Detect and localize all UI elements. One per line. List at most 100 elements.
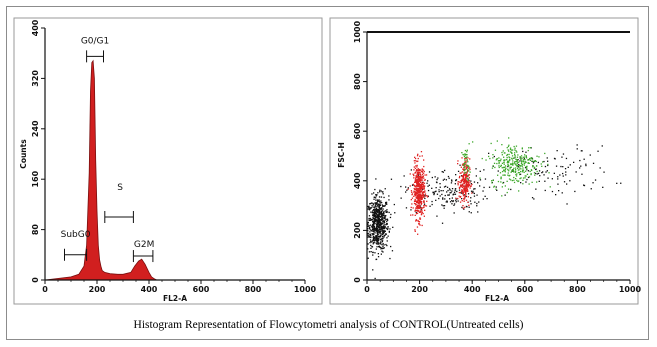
scatter-point bbox=[513, 162, 516, 164]
scatter-point bbox=[541, 172, 543, 174]
scatter-point bbox=[520, 162, 523, 164]
scatter-point bbox=[419, 176, 421, 178]
scatter-point bbox=[521, 158, 523, 160]
scatter-point bbox=[427, 195, 429, 197]
scatter-point bbox=[387, 227, 389, 229]
scatter-point bbox=[416, 210, 419, 212]
scatter-point bbox=[468, 211, 470, 213]
scatter-point bbox=[458, 177, 461, 179]
scatter-point bbox=[383, 224, 385, 226]
scatter-point bbox=[524, 175, 526, 177]
scatter-point bbox=[383, 235, 385, 237]
scatter-point bbox=[370, 218, 372, 221]
scatter-point bbox=[442, 190, 444, 192]
scatter-point bbox=[461, 152, 463, 154]
scatter-point bbox=[459, 164, 461, 166]
scatter-point bbox=[566, 203, 568, 205]
scatter-point bbox=[525, 151, 527, 153]
scatter-point bbox=[465, 199, 468, 201]
scatter-point bbox=[380, 234, 382, 237]
scatter-point bbox=[520, 168, 522, 170]
scatter-point bbox=[446, 201, 448, 203]
scatter-point bbox=[465, 163, 467, 166]
scatter-point bbox=[439, 195, 441, 197]
scatter-point bbox=[469, 171, 471, 173]
scatter-point bbox=[434, 176, 436, 178]
scatter-point bbox=[379, 210, 381, 212]
scatter-point bbox=[500, 181, 502, 183]
scatter-point bbox=[377, 241, 379, 244]
scatter-point bbox=[418, 191, 420, 193]
scatter-point bbox=[374, 216, 376, 218]
scatter-point bbox=[375, 219, 377, 221]
scatter-point bbox=[458, 187, 461, 189]
scatter-point bbox=[466, 164, 468, 167]
scatter-point bbox=[497, 160, 500, 162]
scatter-point bbox=[467, 179, 469, 182]
scatter-point bbox=[453, 212, 455, 214]
scatter-point bbox=[410, 199, 412, 201]
scatter-point bbox=[375, 178, 377, 180]
scatter-point bbox=[418, 177, 421, 180]
scatter-point bbox=[374, 230, 376, 232]
scatter-point bbox=[465, 171, 467, 173]
scatter-point bbox=[374, 214, 376, 216]
scatter-point bbox=[374, 212, 376, 214]
scatter-point bbox=[502, 181, 505, 184]
scatter-point bbox=[372, 210, 374, 212]
scatter-point bbox=[371, 218, 373, 221]
scatter-point bbox=[467, 178, 469, 180]
scatter-point bbox=[380, 211, 382, 213]
scatter-point bbox=[409, 173, 411, 175]
scatter-point bbox=[455, 199, 457, 201]
scatter-point bbox=[420, 195, 422, 197]
scatter-point bbox=[419, 180, 421, 182]
scatter-point bbox=[581, 150, 583, 152]
scatter-point bbox=[472, 141, 474, 143]
scatter-point bbox=[384, 216, 386, 218]
scatter-point bbox=[493, 186, 495, 188]
scatter-point bbox=[533, 166, 536, 168]
scatter-point bbox=[426, 182, 428, 184]
scatter-point bbox=[464, 161, 466, 163]
scatter-point bbox=[544, 189, 546, 192]
scatter-point bbox=[517, 167, 519, 169]
scatter-point bbox=[422, 212, 424, 215]
scatter-point bbox=[377, 200, 379, 202]
scatter-point bbox=[442, 197, 444, 199]
scatter-point bbox=[461, 189, 463, 191]
scatter-point bbox=[493, 155, 495, 158]
scatter-point bbox=[542, 161, 544, 163]
scatter-point bbox=[386, 209, 388, 211]
scatter-point bbox=[429, 205, 431, 207]
scatter-point bbox=[544, 165, 547, 168]
scatter-point bbox=[414, 191, 416, 193]
figure-caption: Histogram Representation of Flowcytometr… bbox=[133, 319, 524, 331]
scatter-point bbox=[383, 236, 385, 238]
scatter-point bbox=[525, 157, 528, 159]
scatter-point bbox=[387, 219, 389, 221]
scatter-point bbox=[369, 228, 371, 230]
scatter-point bbox=[463, 154, 465, 156]
scatter-point bbox=[462, 153, 464, 156]
scatter-point bbox=[506, 191, 508, 194]
scatter-point bbox=[382, 212, 384, 215]
scatter-point bbox=[420, 180, 422, 182]
scatter-point bbox=[462, 184, 464, 187]
histogram-y-tick-label: 160 bbox=[31, 170, 40, 187]
scatter-point bbox=[378, 200, 380, 202]
scatter-point bbox=[414, 162, 416, 164]
scatter-point bbox=[549, 186, 551, 188]
scatter-point bbox=[376, 240, 378, 243]
scatter-point bbox=[464, 154, 467, 156]
histogram-x-tick-label: 600 bbox=[193, 285, 210, 294]
scatter-point bbox=[547, 164, 549, 167]
scatter-point bbox=[384, 226, 386, 228]
scatter-point bbox=[469, 167, 471, 169]
scatter-point bbox=[533, 198, 535, 200]
scatter-point bbox=[464, 172, 466, 174]
scatter-point bbox=[583, 158, 585, 160]
scatter-point bbox=[467, 183, 469, 185]
scatter-point bbox=[421, 202, 423, 204]
scatter-point bbox=[470, 190, 473, 192]
